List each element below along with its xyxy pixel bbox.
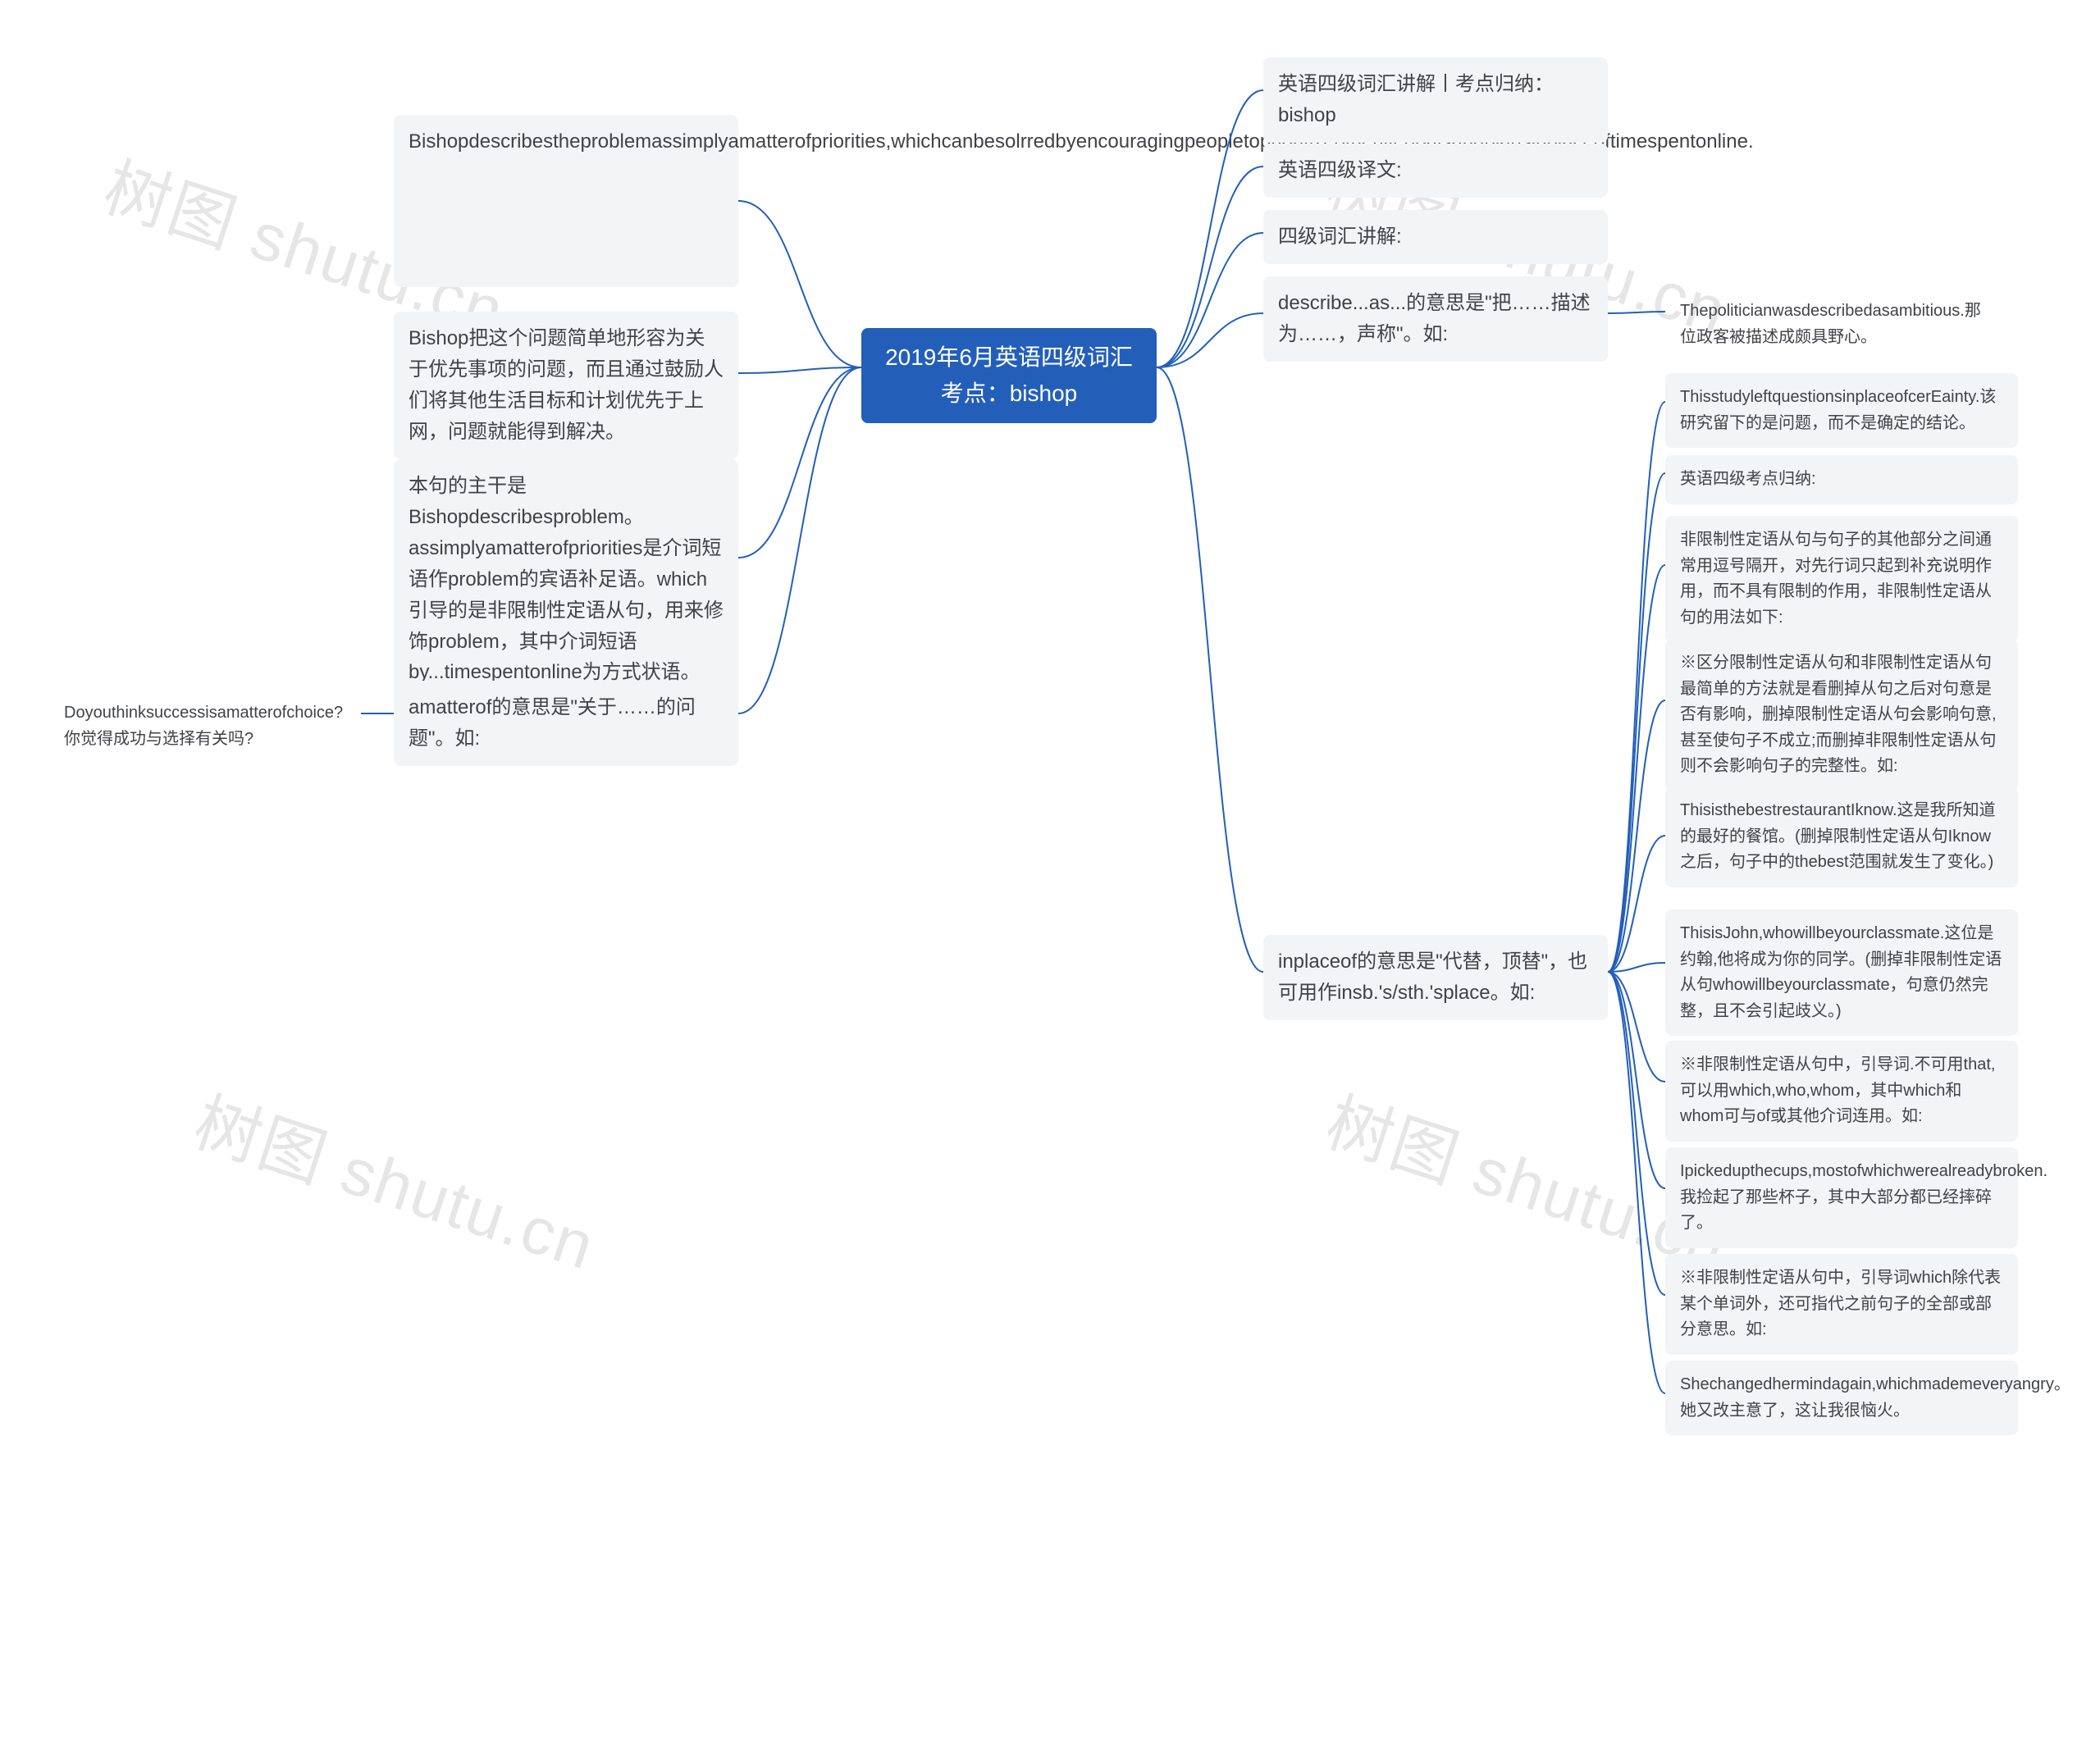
root-node: 2019年6月英语四级词汇考点：bishop [861, 328, 1157, 423]
r5-leaf-1: ThisstudyleftquestionsinplaceofcerEainty… [1665, 373, 2018, 448]
left-node-2: Bishop把这个问题简单地形容为关于优先事项的问题，而且通过鼓励人们将其他生活… [394, 312, 738, 459]
right-node-1: 英语四级词汇讲解丨考点归纳：bishop [1263, 57, 1608, 143]
left-node-3: 本句的主干是Bishopdescribesproblem。assimplyama… [394, 459, 738, 700]
r5-leaf-4: ※区分限制性定语从句和非限制性定语从句最简单的方法就是看删掉从句之后对句意是否有… [1665, 639, 2018, 791]
right-node-5: inplaceof的意思是"代替，顶替"，也可用作insb.'s/sth.'sp… [1263, 935, 1608, 1020]
left-node-4: amatterof的意思是"关于……的问题"。如: [394, 681, 738, 766]
r5-leaf-8: Ipickedupthecups,mostofwhichwerealreadyb… [1665, 1147, 2018, 1248]
left-leaf: Doyouthinksuccessisamatterofchoice?你觉得成功… [49, 689, 361, 764]
r5-leaf-9: ※非限制性定语从句中，引导词which除代表某个单词外，还可指代之前句子的全部或… [1665, 1254, 2018, 1355]
r5-leaf-3: 非限制性定语从句与句子的其他部分之间通常用逗号隔开，对先行词只起到补充说明作用，… [1665, 516, 2018, 642]
watermark: 树图 shutu.cn [184, 1070, 609, 1289]
r5-leaf-5: ThisisthebestrestaurantIknow.这是我所知道的最好的餐… [1665, 786, 2018, 887]
right-node-4: describe...as...的意思是"把……描述为……，声称"。如: [1263, 276, 1608, 362]
r5-leaf-2: 英语四级考点归纳: [1665, 455, 2018, 504]
left-node-1: Bishopdescribestheproblemassimplyamatter… [394, 115, 738, 287]
right-node-3: 四级词汇讲解: [1263, 210, 1608, 264]
r5-leaf-6: ThisisJohn,whowillbeyourclassmate.这位是约翰,… [1665, 909, 2018, 1036]
r4-leaf: Thepoliticianwasdescribedasambitious.那位政… [1665, 287, 2010, 362]
r5-leaf-10: Shechangedhermindagain,whichmademeveryan… [1665, 1361, 2018, 1435]
r5-leaf-7: ※非限制性定语从句中，引导词.不可用that,可以用which,who,whom… [1665, 1041, 2018, 1142]
right-node-2: 英语四级译文: [1263, 144, 1608, 198]
